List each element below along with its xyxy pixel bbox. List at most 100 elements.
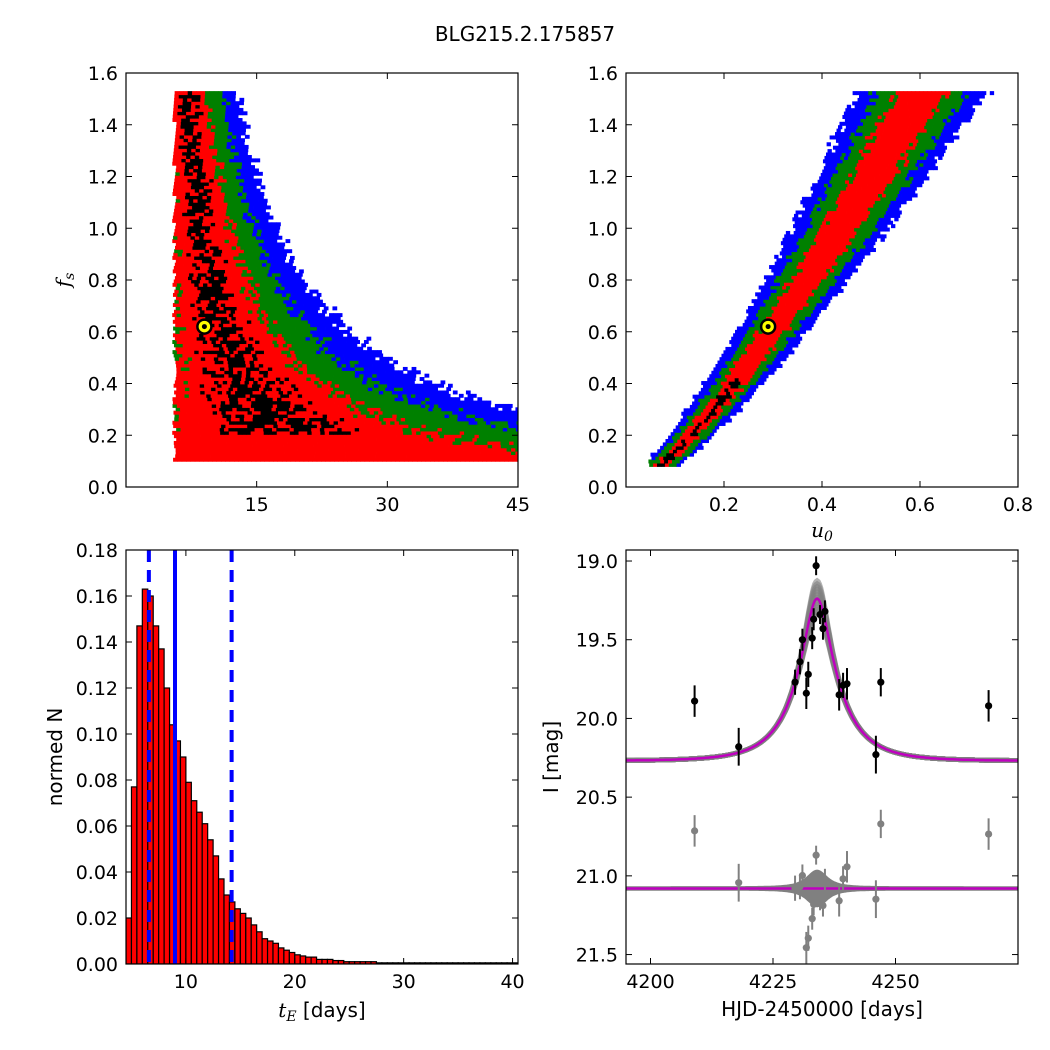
heat-cell	[533, 448, 538, 452]
heat-cell	[454, 407, 460, 412]
heat-cell	[709, 458, 714, 462]
heat-cell	[191, 249, 197, 254]
heat-cell	[209, 91, 215, 96]
heat-cell	[359, 427, 364, 432]
heat-cell	[213, 97, 219, 102]
heat-cell	[200, 309, 205, 314]
heat-cell	[187, 181, 192, 186]
heat-cell	[1033, 454, 1038, 458]
heat-cell	[252, 229, 258, 233]
heat-cell	[421, 424, 427, 429]
heat-cell	[254, 198, 259, 203]
heat-cell	[175, 447, 181, 452]
heat-cell	[644, 441, 649, 445]
heat-cell	[642, 451, 647, 455]
heat-cell	[187, 138, 193, 143]
heat-cell	[272, 370, 278, 375]
heat-cell	[522, 424, 527, 428]
heat-cell	[707, 454, 712, 458]
heat-cell	[247, 155, 252, 159]
heat-cell	[180, 168, 185, 173]
heat-cell	[565, 458, 570, 462]
heat-cell	[175, 225, 180, 230]
heat-cell	[538, 427, 543, 431]
heat-cell	[265, 309, 271, 314]
heat-cell	[291, 444, 297, 449]
heat-cell	[319, 377, 325, 381]
heat-cell	[175, 329, 181, 334]
heat-cell	[339, 440, 345, 445]
heat-cell	[302, 296, 307, 301]
heat-cell	[188, 393, 194, 398]
heat-cell	[473, 400, 479, 405]
heat-cell	[198, 118, 204, 122]
heat-cell	[272, 430, 278, 435]
heat-cell	[172, 269, 178, 274]
heat-cell	[505, 417, 511, 422]
heat-cell	[401, 380, 407, 385]
heat-cell	[581, 451, 586, 455]
heat-cell	[314, 360, 320, 365]
heat-cell	[296, 380, 302, 385]
heat-cell	[483, 434, 488, 439]
heat-cell	[275, 454, 281, 459]
heat-cell	[228, 242, 233, 247]
heat-cell	[466, 414, 472, 418]
heat-cell	[394, 373, 399, 378]
heat-cell	[291, 440, 297, 445]
heat-cell	[406, 407, 412, 412]
heat-cell	[180, 373, 186, 378]
heat-cell	[218, 225, 224, 230]
heat-cell	[230, 144, 236, 149]
heat-cell	[481, 403, 487, 408]
heat-cell	[448, 434, 454, 439]
heat-cell	[540, 441, 545, 445]
heat-cell	[593, 454, 598, 458]
heat-cell	[484, 407, 490, 412]
heat-cell	[222, 178, 228, 183]
heat-cell	[186, 266, 192, 270]
heat-cell	[390, 420, 395, 425]
heat-cell	[268, 430, 273, 435]
heat-cell	[419, 454, 424, 459]
heat-cell	[536, 417, 541, 421]
heat-cell	[366, 336, 372, 341]
heat-cell	[441, 437, 447, 442]
heat-cell	[245, 407, 251, 412]
heat-cell	[207, 457, 213, 462]
heat-cell	[239, 97, 245, 102]
heat-cell	[173, 107, 179, 112]
heat-cell	[367, 427, 373, 432]
heat-cell	[205, 91, 210, 96]
heat-cell	[441, 393, 447, 398]
heat-cell	[295, 383, 301, 388]
heat-cell	[224, 282, 230, 287]
heat-cell	[238, 111, 244, 116]
heat-cell	[744, 441, 749, 445]
heat-cell	[238, 252, 244, 257]
heat-cell	[459, 437, 465, 442]
heat-cell	[381, 430, 387, 435]
heat-cell	[237, 420, 243, 425]
heat-cell	[202, 128, 207, 133]
heat-cell	[399, 403, 404, 408]
heat-cell	[187, 336, 193, 341]
heat-cell	[371, 393, 377, 398]
heat-cell	[381, 397, 387, 402]
heat-cell	[764, 448, 769, 452]
heat-cell	[181, 457, 187, 462]
heat-cell	[226, 266, 231, 270]
heat-cell	[224, 373, 229, 378]
heat-cell	[384, 447, 390, 452]
heat-cell	[242, 282, 247, 287]
heat-cell	[232, 128, 238, 133]
heat-cell	[664, 459, 669, 464]
heat-cell	[483, 417, 489, 422]
heat-cell	[176, 239, 182, 244]
heat-cell	[259, 420, 265, 425]
heat-cell	[335, 356, 341, 361]
heat-cell	[173, 457, 178, 462]
heat-cell	[382, 457, 387, 462]
heat-cell	[656, 459, 661, 464]
heat-cell	[441, 451, 447, 455]
